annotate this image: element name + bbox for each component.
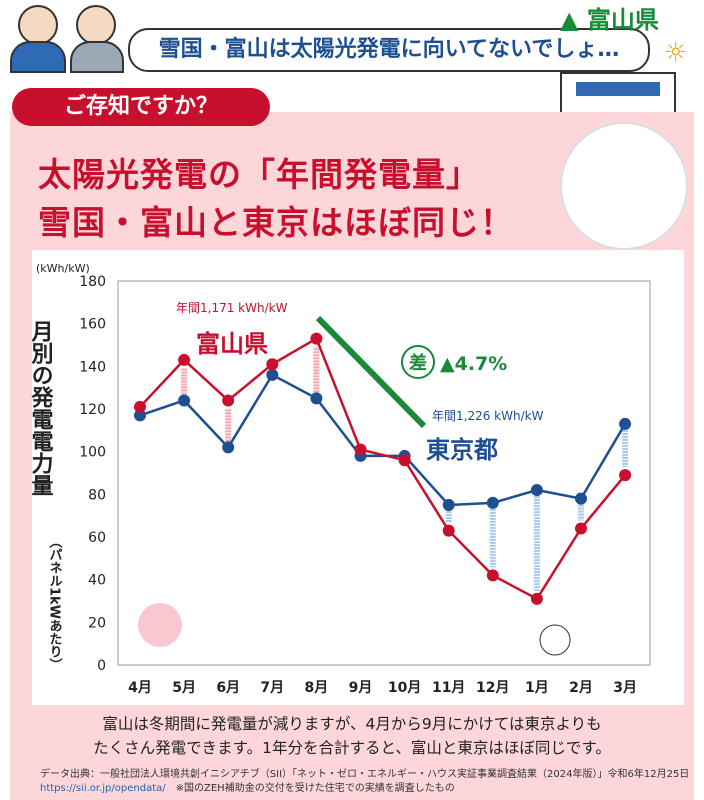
source-text: データ出典：一般社団法人環境共創イニシアチブ（SII）「ネット・ゼロ・エネルギー…	[40, 769, 690, 780]
x-tick-label: 2月	[569, 680, 593, 696]
people-illustration	[10, 5, 124, 73]
x-tick-label: 7月	[260, 680, 284, 696]
x-tick-label: 4月	[128, 680, 152, 696]
person-calculator-illustration	[560, 122, 688, 250]
data-point	[134, 400, 146, 413]
y-tick-label: 160	[79, 317, 106, 333]
x-tick-label: 3月	[613, 680, 637, 696]
data-point	[442, 524, 455, 537]
data-point	[222, 441, 235, 454]
data-point	[619, 417, 632, 430]
plot-area	[117, 280, 651, 666]
x-tick-label: 6月	[216, 680, 240, 696]
x-tick-label: 5月	[172, 680, 196, 696]
logo-text: 富山県	[586, 6, 659, 34]
data-point	[575, 492, 587, 505]
series-line	[139, 373, 627, 507]
data-point	[266, 368, 279, 381]
mountain-icon: ▲	[560, 6, 579, 34]
data-point	[530, 484, 543, 497]
series-line	[139, 336, 627, 601]
data-point	[310, 332, 323, 345]
snowman-icon	[539, 624, 571, 656]
diff-badge	[401, 345, 435, 379]
tokyo-legend: 東京都	[426, 436, 498, 464]
cherry-blossom-icon	[138, 603, 182, 647]
source-link[interactable]: https://sii.or.jp/opendata/	[40, 783, 166, 794]
explanation-note: 富山は冬期間に発電量が減りますが、4月から9月にかけては東京よりも たくさん発電…	[0, 712, 704, 760]
data-point	[178, 394, 191, 407]
solar-house-icon	[560, 72, 676, 118]
note-line1: 富山は冬期間に発電量が減りますが、4月から9月にかけては東京よりも	[102, 715, 602, 733]
y-tick-label: 40	[88, 573, 106, 589]
source-note: データ出典：一般社団法人環境共創イニシアチブ（SII）「ネット・ゼロ・エネルギー…	[40, 768, 689, 796]
data-point	[442, 499, 455, 511]
x-tick-label: 10月	[388, 680, 421, 696]
diff-value: ▲4.7%	[440, 353, 507, 375]
difference-double-arrow	[315, 315, 427, 429]
did-you-know-tab: ご存知ですか？	[12, 88, 270, 126]
y-tick-label: 120	[79, 402, 106, 418]
source-remark: ※国のZEH補助金の交付を受けた住宅での実績を調査したもの	[175, 783, 455, 794]
y-unit: (kWh/kW)	[36, 262, 90, 275]
y-tick-label: 20	[88, 615, 106, 631]
speech-bubble: 雪国・富山は太陽光発電に向いてないでしょ…	[128, 28, 650, 72]
x-tick-label: 8月	[305, 680, 329, 696]
data-point	[266, 358, 279, 371]
sun-icon: ☼	[664, 38, 688, 68]
y-axis-label: 月別の発電電力量	[28, 320, 55, 496]
toyama-annual: 年間1,171 kWh/kW	[176, 301, 288, 315]
y-axis-sublabel: （パネル1kWあたり）	[47, 535, 64, 671]
x-tick-label: 9月	[349, 680, 373, 696]
data-point	[354, 443, 367, 456]
data-point	[134, 409, 146, 422]
data-point	[575, 522, 587, 535]
y-tick-label: 140	[79, 359, 106, 375]
y-tick-label: 60	[88, 530, 106, 546]
headline-line1: 太陽光発電の「年間発電量」	[38, 155, 480, 194]
note-line2: たくさん発電できます。1年分を合計すると、富山と東京はほぼ同じです。	[93, 739, 611, 757]
tokyo-annual: 年間1,226 kWh/kW	[432, 409, 544, 423]
x-tick-label: 1月	[525, 680, 549, 696]
y-tick-label: 0	[97, 658, 106, 674]
y-tick-label: 180	[79, 274, 106, 290]
data-point	[619, 469, 632, 482]
data-point	[178, 353, 191, 366]
y-tick-label: 100	[79, 445, 106, 461]
data-point	[486, 569, 499, 582]
x-tick-label: 11月	[432, 680, 465, 696]
toyama-legend: 富山県	[196, 330, 268, 358]
diff-label: 差	[409, 352, 427, 374]
data-point	[310, 392, 323, 405]
data-point	[222, 394, 235, 407]
prefecture-logo: ▲ 富山県	[560, 0, 659, 35]
y-tick-label: 80	[88, 487, 106, 503]
x-tick-label: 12月	[476, 680, 509, 696]
data-point	[486, 496, 499, 509]
data-point	[530, 592, 543, 605]
data-point	[398, 454, 411, 467]
headline-line2: 雪国・富山と東京はほぼ同じ！	[38, 203, 514, 242]
